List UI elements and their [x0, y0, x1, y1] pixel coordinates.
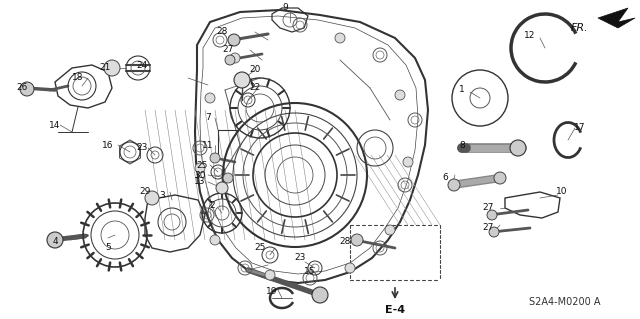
- Text: 8: 8: [459, 140, 465, 150]
- Text: 24: 24: [136, 61, 148, 70]
- Text: 26: 26: [16, 84, 28, 93]
- Circle shape: [225, 55, 235, 65]
- Text: 15: 15: [304, 268, 316, 277]
- Text: 11: 11: [202, 140, 214, 150]
- Circle shape: [228, 34, 240, 46]
- Circle shape: [234, 72, 250, 88]
- Text: 6: 6: [442, 174, 448, 182]
- Text: 28: 28: [216, 27, 228, 36]
- Polygon shape: [598, 8, 635, 28]
- Text: 25: 25: [196, 160, 208, 169]
- Text: 17: 17: [574, 123, 586, 132]
- Circle shape: [351, 234, 363, 246]
- Text: 5: 5: [105, 243, 111, 253]
- Circle shape: [230, 53, 240, 63]
- Text: 9: 9: [282, 4, 288, 12]
- Text: 16: 16: [102, 140, 114, 150]
- Circle shape: [20, 82, 34, 96]
- Text: 4: 4: [52, 238, 58, 247]
- Text: 1: 1: [459, 85, 465, 94]
- Circle shape: [195, 163, 205, 173]
- Text: 20: 20: [250, 65, 260, 75]
- Text: 28: 28: [339, 238, 351, 247]
- Circle shape: [223, 173, 233, 183]
- Text: 10: 10: [556, 188, 568, 197]
- Circle shape: [216, 182, 228, 194]
- Text: 19: 19: [266, 287, 278, 296]
- Text: 7: 7: [205, 114, 211, 122]
- Text: 14: 14: [49, 121, 61, 130]
- Circle shape: [47, 232, 63, 248]
- Text: 27: 27: [483, 224, 493, 233]
- Text: 23: 23: [294, 254, 306, 263]
- Circle shape: [395, 90, 405, 100]
- Circle shape: [312, 287, 328, 303]
- Circle shape: [104, 60, 120, 76]
- Circle shape: [145, 191, 159, 205]
- Circle shape: [205, 93, 215, 103]
- Text: S2A4-M0200 A: S2A4-M0200 A: [529, 297, 601, 307]
- Text: 21: 21: [99, 63, 111, 72]
- Text: 27: 27: [222, 46, 234, 55]
- Text: 3: 3: [159, 190, 165, 199]
- Circle shape: [265, 270, 275, 280]
- Circle shape: [489, 227, 499, 237]
- Circle shape: [494, 172, 506, 184]
- Circle shape: [385, 225, 395, 235]
- Text: 30: 30: [195, 170, 205, 180]
- Text: 22: 22: [250, 84, 260, 93]
- Circle shape: [403, 157, 413, 167]
- Text: 23: 23: [136, 144, 148, 152]
- Circle shape: [487, 210, 497, 220]
- Text: 25: 25: [254, 243, 266, 253]
- Circle shape: [335, 33, 345, 43]
- Circle shape: [510, 140, 526, 156]
- Text: 2: 2: [209, 201, 215, 210]
- Text: 18: 18: [72, 73, 84, 83]
- Text: E-4: E-4: [385, 305, 405, 315]
- Text: 29: 29: [140, 188, 150, 197]
- Text: 13: 13: [195, 177, 205, 187]
- Circle shape: [210, 153, 220, 163]
- Circle shape: [210, 235, 220, 245]
- Circle shape: [448, 179, 460, 191]
- Text: FR.: FR.: [571, 23, 589, 33]
- Circle shape: [345, 263, 355, 273]
- Text: 27: 27: [483, 204, 493, 212]
- Text: 12: 12: [524, 31, 536, 40]
